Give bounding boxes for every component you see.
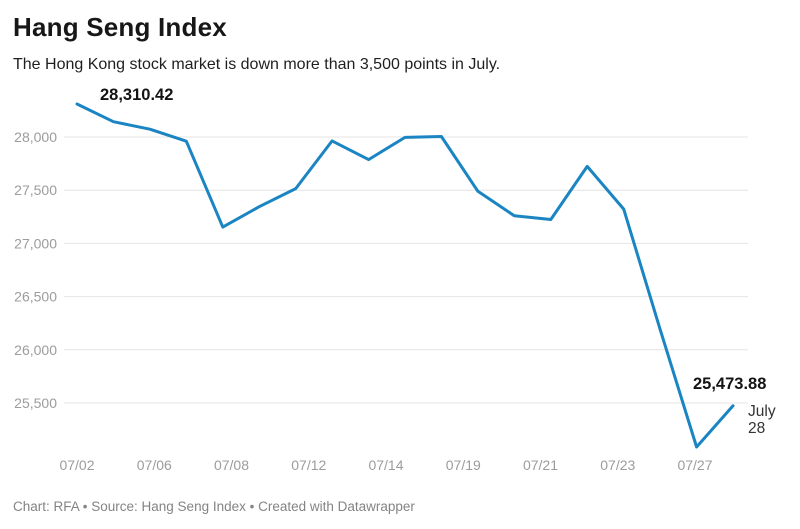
index-line-series — [75, 102, 735, 449]
x-axis-tick-label: 07/08 — [214, 457, 249, 473]
x-axis-tick-label: 07/14 — [368, 457, 403, 473]
y-axis-tick-label: 28,000 — [14, 129, 57, 145]
attribution-footer: Chart: RFA • Source: Hang Seng Index • C… — [13, 499, 415, 514]
y-axis-tick-label: 26,000 — [14, 342, 57, 358]
x-axis-tick-label: 07/21 — [523, 457, 558, 473]
gridlines — [64, 136, 748, 404]
x-axis-labels: 07/02 07/06 07/08 07/12 07/14 07/19 07/21 07/23… — [59, 457, 712, 473]
start-value-annotation: 28,310.42 — [100, 86, 174, 104]
chart-subtitle: The Hong Kong stock market is down more … — [13, 56, 501, 73]
end-date-annotation: July 28 — [748, 403, 776, 437]
hang-seng-index-line — [75, 102, 735, 449]
x-axis-tick-label: 07/12 — [291, 457, 326, 473]
end-value-annotation: 25,473.88 — [693, 375, 767, 393]
x-axis-tick-label: 07/02 — [59, 457, 94, 473]
end-date-day: 28 — [748, 419, 766, 437]
y-axis-tick-label: 27,500 — [14, 182, 57, 198]
x-axis-tick-label: 07/06 — [137, 457, 172, 473]
y-axis-tick-label: 27,000 — [14, 235, 57, 251]
x-axis-tick-label: 07/19 — [446, 457, 481, 473]
y-axis-labels: 28,000 27,500 27,000 26,500 26,000 25,500 — [14, 129, 57, 411]
x-axis-tick-label: 07/27 — [677, 457, 712, 473]
y-axis-tick-label: 26,500 — [14, 289, 57, 305]
end-date-month: July — [748, 403, 776, 420]
x-axis-tick-label: 07/23 — [600, 457, 635, 473]
page-title: Hang Seng Index — [13, 12, 227, 42]
y-axis-tick-label: 25,500 — [14, 395, 57, 411]
